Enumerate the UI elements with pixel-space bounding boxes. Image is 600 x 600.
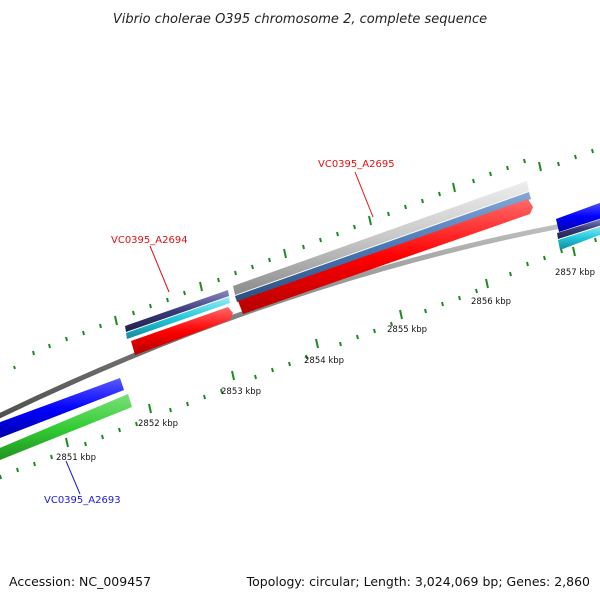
- cog-bar-purple: [125, 290, 229, 332]
- accession-text: Accession: NC_009457: [9, 574, 151, 589]
- gene-bar-right-blue[interactable]: [556, 201, 600, 232]
- gene-label-VC0395-A2693[interactable]: VC0395_A2693: [44, 495, 121, 506]
- gene-label-VC0395-A2695[interactable]: VC0395_A2695: [318, 159, 395, 170]
- gene-bar-VC0395-A2695[interactable]: [238, 199, 533, 314]
- tick-label-2854: 2854 kbp: [304, 356, 344, 366]
- inner-tick-ring: [0, 237, 597, 480]
- gene-bar-VC0395-A2693[interactable]: [0, 378, 124, 440]
- chromosome-backbone: [0, 216, 600, 419]
- gene-label-VC0395-A2694[interactable]: VC0395_A2694: [111, 235, 188, 246]
- outer-tick-ring: [13, 148, 594, 370]
- tick-label-2852: 2852 kbp: [138, 419, 178, 429]
- map-title: Vibrio cholerae O395 chromosome 2, compl…: [113, 12, 487, 27]
- leader-line-A2693: [65, 460, 81, 495]
- tick-label-2851: 2851 kbp: [56, 453, 96, 463]
- gene-bar-VC0395-A2694[interactable]: [131, 307, 233, 355]
- leader-line-A2694: [149, 245, 170, 293]
- cog-bar-right-cyan: [558, 226, 600, 250]
- cog-bar-cyan: [126, 297, 230, 339]
- gene-bar-green[interactable]: [0, 394, 132, 462]
- tick-label-2857: 2857 kbp: [555, 268, 595, 278]
- leader-line-A2695: [354, 171, 374, 218]
- topology-summary-text: Topology: circular; Length: 3,024,069 bp…: [246, 574, 590, 589]
- cog-bar-steel: [235, 192, 531, 302]
- tick-label-2856: 2856 kbp: [471, 297, 511, 307]
- cog-bar-gray: [233, 181, 529, 295]
- cog-bar-right-purple: [557, 219, 600, 239]
- tick-label-2855: 2855 kbp: [387, 325, 427, 335]
- tick-label-2853: 2853 kbp: [221, 387, 261, 397]
